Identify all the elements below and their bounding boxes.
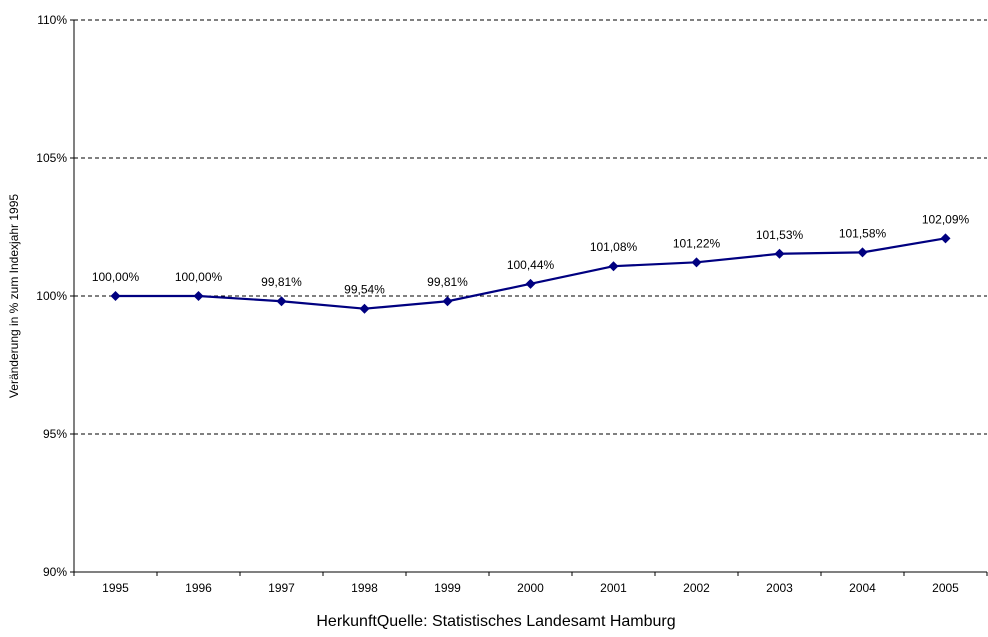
data-label: 101,58% [839,226,887,240]
x-tick-label: 1998 [351,581,378,595]
data-label: 99,81% [427,275,468,289]
x-axis-title: HerkunftQuelle: Statistisches Landesamt … [316,613,675,630]
x-tick-label: 2001 [600,581,627,595]
data-label: 102,09% [922,212,970,226]
data-markers [110,233,951,314]
x-tick-label: 2002 [683,581,710,595]
axes [73,20,987,573]
x-tick-label: 2005 [932,581,959,595]
x-tick-label: 2000 [517,581,544,595]
data-point-marker [110,291,121,301]
x-tick-label: 1999 [434,581,461,595]
series-line [115,237,946,310]
data-point-marker [359,303,370,314]
data-point-marker [608,261,619,272]
y-tick-label: 100% [36,289,67,303]
y-tick-label: 95% [43,427,67,441]
x-tick-label: 1997 [268,581,295,595]
y-tick-label: 105% [36,151,67,165]
x-tick-labels: 1995 1996 1997 1998 1999 2000 2001 2002 2003 2004… [73,572,988,595]
data-point-marker [276,296,287,307]
data-label: 99,81% [261,275,302,289]
x-tick-label: 2004 [849,581,876,595]
data-label: 100,00% [92,270,140,284]
data-point-marker [442,296,453,307]
data-labels: 100,00% 100,00% 99,81% 99,54% 99,81% 100,44% 1… [92,212,970,296]
data-point-marker [857,247,868,258]
x-tick-label: 1996 [185,581,212,595]
data-label: 101,53% [756,228,804,242]
data-point-marker [691,257,702,268]
y-tick-label: 90% [43,565,67,579]
data-point-marker [774,248,785,259]
y-tick-label: 110% [37,13,67,27]
x-tick-label: 1995 [102,581,129,595]
data-label: 100,44% [507,258,555,272]
data-point-marker [193,291,204,301]
x-tick-label: 2003 [766,581,793,595]
y-axis-title: Veränderung in % zum Indexjahr 1995 [7,194,21,398]
data-label: 101,08% [590,240,638,254]
series-line-path [115,237,946,310]
data-label: 101,22% [673,236,721,250]
data-label: 100,00% [175,270,223,284]
y-tick-labels: 90% 95% 100% 105% 110% [36,13,67,579]
data-point-marker [940,233,951,244]
gridlines [70,19,987,573]
data-point-marker [525,278,536,289]
data-label: 99,54% [344,283,385,297]
